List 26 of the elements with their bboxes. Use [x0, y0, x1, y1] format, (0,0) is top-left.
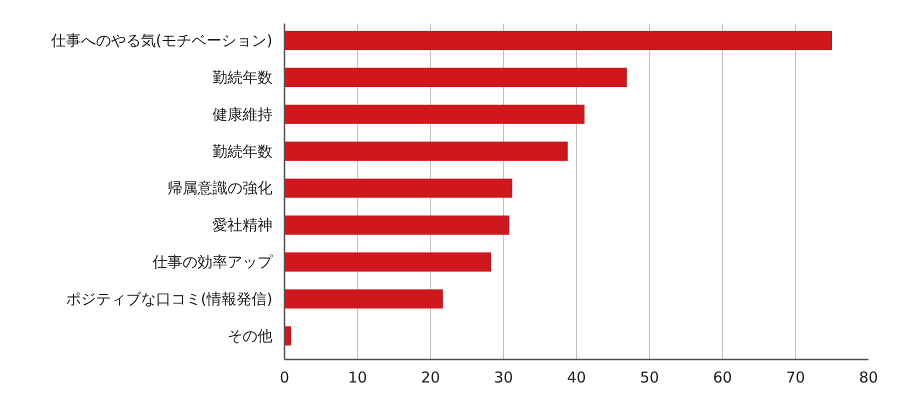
- y-tick-label: 健康維持: [212, 105, 272, 124]
- x-tick-label: 80: [858, 368, 878, 386]
- bar: [284, 289, 443, 309]
- x-tick-label: 70: [786, 368, 806, 386]
- bar: [284, 178, 512, 198]
- y-tick-label: 勤続年数: [212, 68, 272, 86]
- y-tick-label: ポジティブな口コミ(情報発信): [66, 290, 273, 308]
- y-tick-label: 勤続年数: [212, 142, 272, 160]
- x-tick-label: 40: [566, 368, 586, 386]
- bar: [284, 142, 568, 161]
- x-tick-label: 30: [494, 368, 514, 386]
- bar: [284, 104, 585, 124]
- bar: [284, 30, 832, 50]
- bar: [284, 216, 510, 235]
- y-tick-label: その他: [228, 326, 272, 345]
- bar: [284, 252, 492, 272]
- y-tick-label: 仕事の効率アップ: [152, 253, 274, 272]
- x-tick-label: 10: [348, 368, 368, 386]
- x-tick-label: 20: [420, 368, 440, 386]
- y-tick-label: 愛社精神: [212, 216, 272, 234]
- y-tick-label: 帰属意識の強化: [168, 179, 272, 198]
- x-tick-label: 60: [712, 368, 732, 386]
- x-tick-label: 50: [640, 368, 660, 386]
- bar: [284, 68, 627, 88]
- y-tick-label: 仕事へのやる気(モチベーション): [50, 31, 273, 50]
- x-tick-label: 0: [280, 368, 290, 386]
